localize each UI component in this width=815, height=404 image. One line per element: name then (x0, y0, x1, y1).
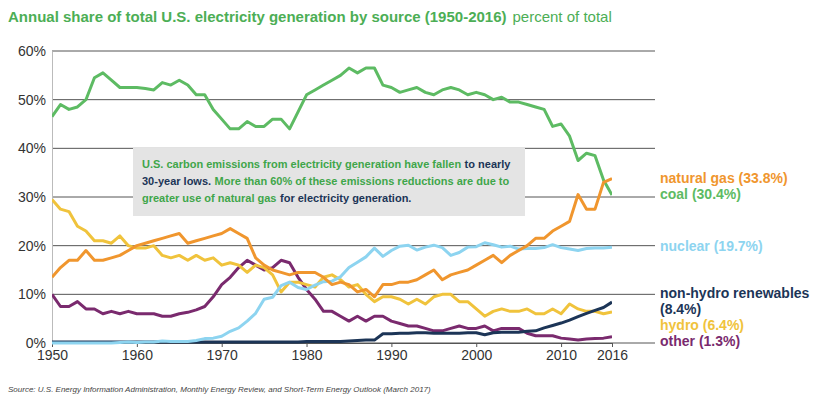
y-axis: 0%10%20%30%40%50%60% (18, 43, 53, 351)
annotation-box (133, 148, 525, 216)
annotation-text: More than 60% of these emissions reducti… (215, 175, 510, 187)
y-tick-label: 50% (18, 92, 46, 108)
plot-area (52, 68, 612, 343)
chart: Annual share of total U.S. electricity g… (0, 0, 815, 404)
annotation-text: U.S. carbon emissions from electricity g… (142, 158, 461, 170)
grid-line (52, 51, 655, 52)
series-line (52, 302, 612, 342)
title: Annual share of total U.S. electricity g… (8, 8, 507, 25)
series-label: coal (30.4%) (660, 186, 741, 202)
y-tick-label: 60% (18, 43, 46, 59)
grid (52, 51, 655, 343)
x-tick: 2010 (546, 343, 577, 363)
series-label-line: other (1.3%) (660, 333, 740, 349)
x-tick-label: 1990 (376, 347, 407, 363)
annotation-text: for electricity generation. (280, 192, 411, 204)
y-tick-label: 40% (18, 140, 46, 156)
series-label-line: coal (30.4%) (660, 186, 741, 202)
y-tick: 40% (18, 140, 52, 156)
y-tick-label: 20% (18, 238, 46, 254)
x-tick-label: 2016 (597, 347, 628, 363)
x-tick-label: 1950 (37, 347, 68, 363)
series-label-line: non-hydro renewables (660, 285, 810, 301)
x-tick-label: 2010 (546, 347, 577, 363)
annotation-text: 30-year lows. (142, 175, 211, 187)
y-axis-line (52, 52, 53, 344)
series-line (52, 260, 612, 340)
series-label-line: hydro (6.4%) (660, 317, 744, 333)
annotation-text: greater use of natural gas (142, 192, 277, 204)
y-tick-label: 30% (18, 189, 46, 205)
y-tick: 30% (18, 189, 52, 205)
y-tick-label: 10% (18, 286, 46, 302)
series-label-line: nuclear (19.7%) (660, 238, 763, 254)
x-tick: 1980 (291, 343, 322, 363)
y-tick: 20% (18, 238, 52, 254)
x-tick: 1960 (122, 343, 153, 363)
y-tick: 60% (18, 43, 52, 59)
x-tick: 1950 (37, 343, 68, 363)
series-label-line: (8.4%) (660, 301, 701, 317)
x-tick: 2000 (461, 343, 492, 363)
x-tick-label: 2000 (461, 347, 492, 363)
grid-line (52, 99, 655, 100)
x-tick-label: 1980 (291, 347, 322, 363)
series-line (52, 243, 612, 343)
series-label: hydro (6.4%) (660, 317, 744, 333)
x-tick: 1990 (376, 343, 407, 363)
x-tick: 1970 (207, 343, 238, 363)
x-axis: 1950 1960 1970 1980 1990 2000 2010 2016 (37, 343, 628, 363)
annotation-line: 30-year lows. More than 60% of these emis… (142, 175, 510, 187)
annotation-text: to nearly (465, 158, 512, 170)
series-label: other (1.3%) (660, 333, 740, 349)
series-label: natural gas (33.8%) (660, 169, 788, 185)
x-tick: 2016 (597, 343, 628, 363)
annotation-line: greater use of natural gasfor electricit… (142, 192, 411, 204)
series-label: non-hydro renewables(8.4%) (660, 285, 810, 317)
grid-line (52, 294, 655, 295)
series-label: nuclear (19.7%) (660, 238, 763, 254)
title-block: Annual share of total U.S. electricity g… (8, 8, 612, 25)
annotation-line: U.S. carbon emissions from electricity g… (142, 158, 511, 170)
x-tick-label: 1960 (122, 347, 153, 363)
series-label-line: natural gas (33.8%) (660, 169, 788, 185)
source: Source: U.S. Energy Information Administ… (8, 385, 431, 394)
x-tick-label: 1970 (207, 347, 238, 363)
y-tick: 10% (18, 286, 52, 302)
y-tick: 50% (18, 92, 52, 108)
annotation: U.S. carbon emissions from electricity g… (133, 148, 525, 216)
series-line (52, 199, 612, 316)
subtitle: percent of total (513, 8, 612, 25)
